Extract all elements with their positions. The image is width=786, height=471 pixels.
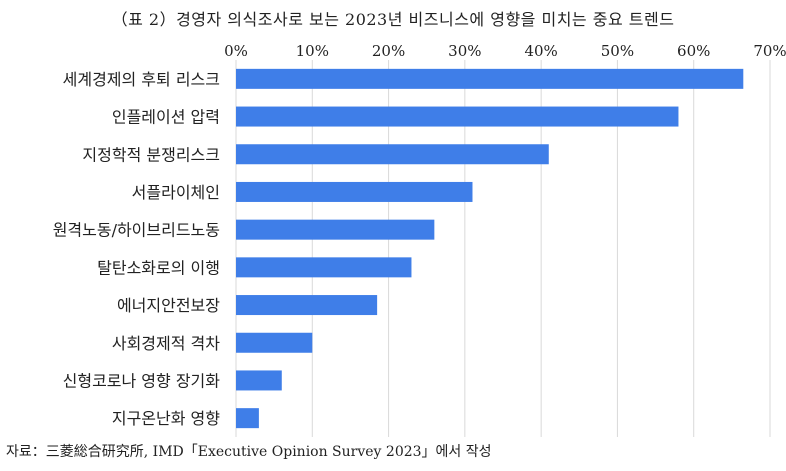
- category-label: 지구온난화 영향: [112, 409, 220, 428]
- x-tick-label: 0%: [224, 42, 248, 60]
- category-label: 인플레이션 압력: [112, 108, 220, 127]
- bar: [236, 144, 549, 165]
- category-label: 탈탄소화로의 이행: [97, 258, 220, 277]
- x-tick-label: 50%: [601, 42, 634, 60]
- category-label: 에너지안전보장: [117, 296, 220, 315]
- bar: [236, 181, 473, 202]
- category-label: 신형코로나 영향 장기화: [63, 371, 221, 390]
- x-tick-label: 70%: [753, 42, 786, 60]
- category-label: 사회경제적 격차: [112, 334, 220, 353]
- bar: [236, 295, 378, 316]
- chart-title: （표 2）경영자 의식조사로 보는 2023년 비즈니스에 영향을 미치는 중요…: [111, 10, 675, 29]
- bar: [236, 408, 259, 429]
- x-tick-label: 20%: [372, 42, 405, 60]
- category-label: 원격노동/하이브리드노동: [53, 221, 220, 240]
- bar: [236, 219, 435, 240]
- category-label: 서플라이체인: [132, 183, 220, 202]
- bar: [236, 68, 744, 89]
- bar: [236, 332, 313, 353]
- x-tick-label: 10%: [296, 42, 329, 60]
- bar: [236, 370, 282, 391]
- x-tick-label: 40%: [524, 42, 557, 60]
- bar: [236, 257, 412, 278]
- bar: [236, 106, 679, 127]
- source-note: 자료：三菱総合研究所, IMD「Executive Opinion Survey…: [6, 444, 492, 460]
- category-label: 세계경제의 후퇴 리스크: [63, 70, 220, 89]
- x-tick-label: 30%: [448, 42, 481, 60]
- category-label: 지정학적 분쟁리스크: [82, 145, 220, 164]
- x-tick-label: 60%: [677, 42, 710, 60]
